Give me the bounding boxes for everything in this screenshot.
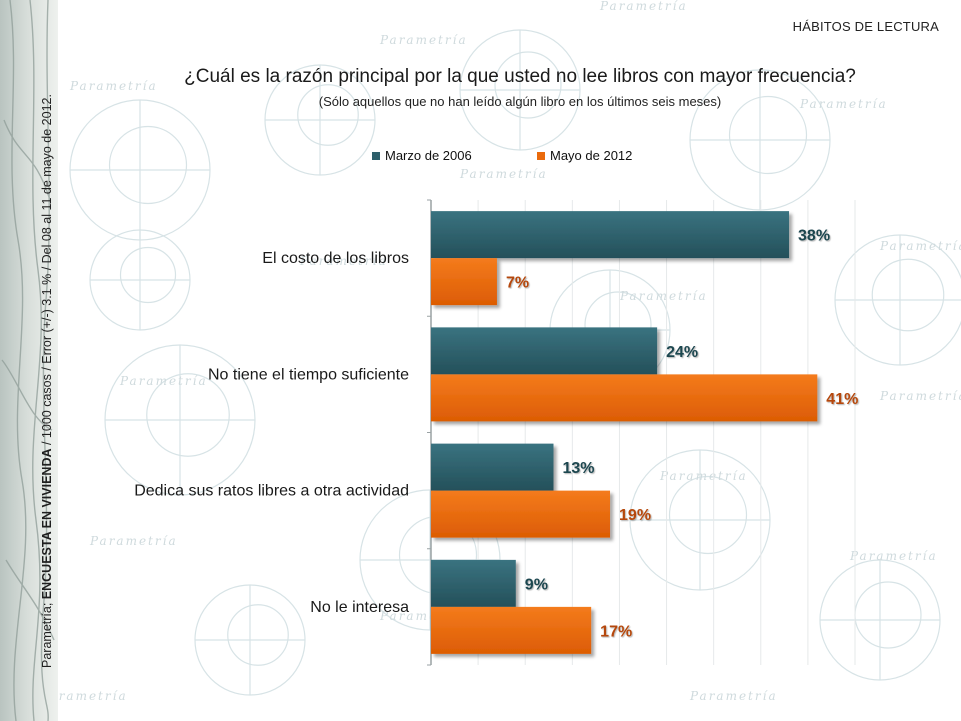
watermark-brand-text: Parametría (879, 389, 961, 403)
watermark-brand-text: Parametría (39, 689, 128, 703)
category-label: No le interesa (310, 599, 409, 616)
bar-mayo-2012 (431, 258, 497, 306)
data-label: 24% (666, 344, 698, 361)
bar-mayo-2012 (431, 490, 611, 538)
watermark-brand-text: Parametría (879, 239, 961, 253)
category-label: Dedica sus ratos libres a otra actividad (134, 483, 409, 500)
section-title: HÁBITOS DE LECTURA (792, 19, 939, 34)
watermark-brand-text: Parametría (689, 689, 778, 703)
category-label: El costo de los libros (262, 250, 409, 267)
legend-item-series1: Marzo de 2006 (372, 148, 472, 163)
watermark-brand-text: Parametría (459, 167, 548, 181)
legend-label-series2: Mayo de 2012 (550, 148, 633, 163)
watermark-brand-text: Parametría (89, 534, 178, 548)
watermark-brand-text: Parametría (299, 254, 388, 268)
watermark-brand-text: Parametría (119, 374, 208, 388)
watermark-brand-text: Parametría (849, 549, 938, 563)
data-label: 13% (562, 460, 594, 477)
data-label: 41% (826, 391, 858, 408)
bar-marzo-2006 (431, 327, 658, 375)
bar-mayo-2012 (431, 374, 818, 422)
bar-marzo-2006 (431, 443, 554, 491)
bar-mayo-2012 (431, 606, 592, 654)
decorative-left-strip (0, 0, 58, 721)
bar-marzo-2006 (431, 559, 516, 607)
legend-swatch-series1 (372, 151, 380, 160)
bar-marzo-2006 (431, 211, 790, 259)
watermark-brand-text: Parametría (599, 0, 688, 13)
chart-question: ¿Cuál es la razón principal por la que u… (184, 66, 856, 87)
data-label: 7% (506, 275, 529, 292)
legend-swatch-series2 (537, 151, 545, 160)
watermark-brand-text: Parametría (799, 97, 888, 111)
watermark-brand-text: Parametría (69, 79, 158, 93)
legend-label-series1: Marzo de 2006 (385, 148, 472, 163)
watermark-brand-text: Parametría (619, 289, 708, 303)
data-label: 19% (619, 507, 651, 524)
data-label: 17% (600, 623, 632, 640)
watermark-brand-text: Parametría (379, 33, 468, 47)
chart-subquestion: (Sólo aquellos que no han leído algún li… (318, 94, 722, 109)
watermark-brand-text: Parametría (659, 469, 748, 483)
data-label: 9% (525, 576, 548, 593)
legend-item-series2: Mayo de 2012 (537, 148, 632, 163)
data-label: 38% (798, 228, 830, 245)
category-label: No tiene el tiempo suficiente (208, 366, 409, 383)
